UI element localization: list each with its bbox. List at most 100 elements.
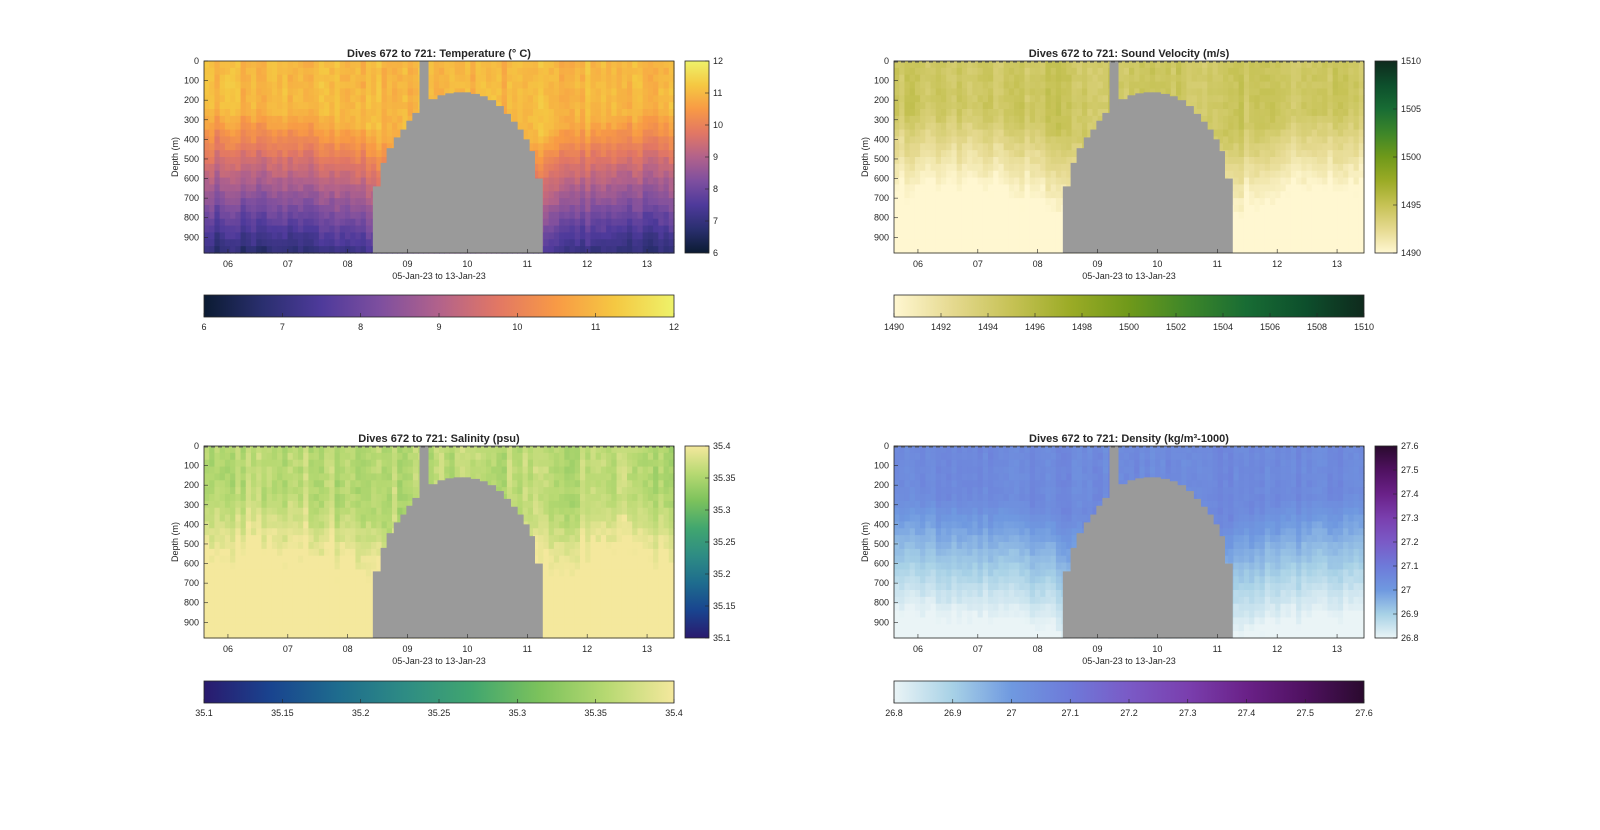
heat-cell	[998, 218, 1005, 227]
heat-cell	[256, 95, 263, 103]
heat-cell	[1233, 225, 1240, 234]
heat-cell	[1254, 143, 1261, 151]
heat-cell	[977, 61, 984, 69]
heat-cell	[658, 102, 665, 110]
heat-cell	[946, 163, 953, 172]
heat-cell	[658, 95, 665, 103]
heat-cell	[240, 102, 247, 110]
heat-cell	[1217, 74, 1224, 83]
heat-cell	[647, 246, 654, 254]
heat-cell	[1008, 232, 1015, 240]
heat-cell	[204, 205, 210, 213]
heat-cell	[1008, 205, 1015, 213]
heat-cell	[277, 157, 283, 165]
heat-cell	[371, 150, 377, 158]
heat-cell	[491, 61, 498, 69]
heat-cell	[543, 218, 550, 227]
heat-cell	[277, 191, 283, 199]
heat-cell	[439, 81, 445, 90]
heat-cell	[1317, 129, 1323, 138]
heat-cell	[282, 95, 289, 103]
heat-cell	[209, 170, 216, 179]
heat-cell	[308, 198, 315, 206]
heat-cell	[470, 88, 477, 96]
heat-cell	[1280, 198, 1287, 206]
heat-cell	[329, 122, 336, 131]
heat-cell	[1223, 129, 1229, 138]
heat-cell	[303, 205, 310, 213]
heat-cell	[1290, 232, 1297, 240]
heat-cell	[668, 143, 675, 151]
heat-cell	[256, 74, 263, 83]
heat-cell	[1102, 61, 1109, 69]
heat-cell	[271, 198, 278, 206]
heat-cell	[1285, 218, 1292, 227]
heat-cell	[1003, 67, 1010, 76]
heat-cell	[930, 129, 937, 138]
heat-cell	[925, 191, 932, 199]
heat-cell	[360, 170, 367, 179]
heat-cell	[1186, 67, 1193, 76]
heat-cell	[663, 198, 670, 206]
heat-cell	[350, 211, 357, 220]
heat-cell	[1296, 163, 1302, 172]
heat-cell	[951, 198, 958, 206]
heat-cell	[350, 177, 357, 186]
heat-cell	[1217, 122, 1224, 131]
heat-cell	[637, 232, 644, 240]
heat-cell	[1092, 74, 1099, 83]
heat-cell	[1102, 67, 1109, 76]
heat-cell	[1317, 102, 1323, 110]
heat-cell	[611, 81, 618, 90]
heat-cell	[941, 61, 947, 69]
heat-cell	[920, 225, 926, 234]
heat-cell	[240, 129, 247, 138]
heat-cell	[595, 102, 602, 110]
heat-cell	[251, 129, 257, 138]
heat-cell	[308, 129, 315, 138]
heat-cell	[925, 177, 932, 186]
heat-cell	[580, 95, 586, 103]
heat-cell	[360, 184, 367, 192]
heat-cell	[1327, 246, 1334, 254]
heat-cell	[637, 81, 644, 90]
heat-cell	[632, 61, 639, 69]
heat-cell	[553, 95, 560, 103]
heat-cell	[1008, 170, 1015, 179]
heat-cell	[486, 74, 492, 83]
heat-cell	[1035, 184, 1041, 192]
heat-cell	[1040, 218, 1047, 227]
heat-cell	[381, 81, 388, 90]
heat-cell	[287, 205, 294, 213]
heat-cell	[1024, 205, 1031, 213]
heat-cell	[538, 150, 545, 158]
heat-cell	[538, 81, 545, 90]
heat-cell	[360, 143, 367, 151]
heat-cell	[920, 163, 926, 172]
heat-cell	[590, 81, 597, 90]
heat-cell	[1061, 115, 1067, 124]
heat-cell	[219, 102, 226, 110]
heat-cell	[329, 232, 336, 240]
heat-cell	[1285, 177, 1292, 186]
heat-cell	[899, 95, 906, 103]
heat-cell	[1123, 74, 1130, 83]
heat-cell	[658, 218, 665, 227]
heat-cell	[1322, 74, 1329, 83]
heat-cell	[459, 81, 466, 90]
heat-cell	[1024, 163, 1031, 172]
heat-cell	[219, 74, 226, 83]
heat-cell	[1290, 205, 1297, 213]
heat-cell	[329, 150, 336, 158]
heat-cell	[1285, 211, 1292, 220]
heat-cell	[444, 81, 451, 90]
heat-cell	[998, 198, 1005, 206]
heat-cell	[653, 74, 659, 83]
heat-cell	[271, 74, 278, 83]
heat-cell	[313, 74, 320, 83]
heat-cell	[993, 225, 1000, 234]
heat-cell	[647, 95, 654, 103]
heat-cell	[470, 67, 477, 76]
heat-cell	[904, 177, 911, 186]
heat-cell	[204, 81, 210, 90]
